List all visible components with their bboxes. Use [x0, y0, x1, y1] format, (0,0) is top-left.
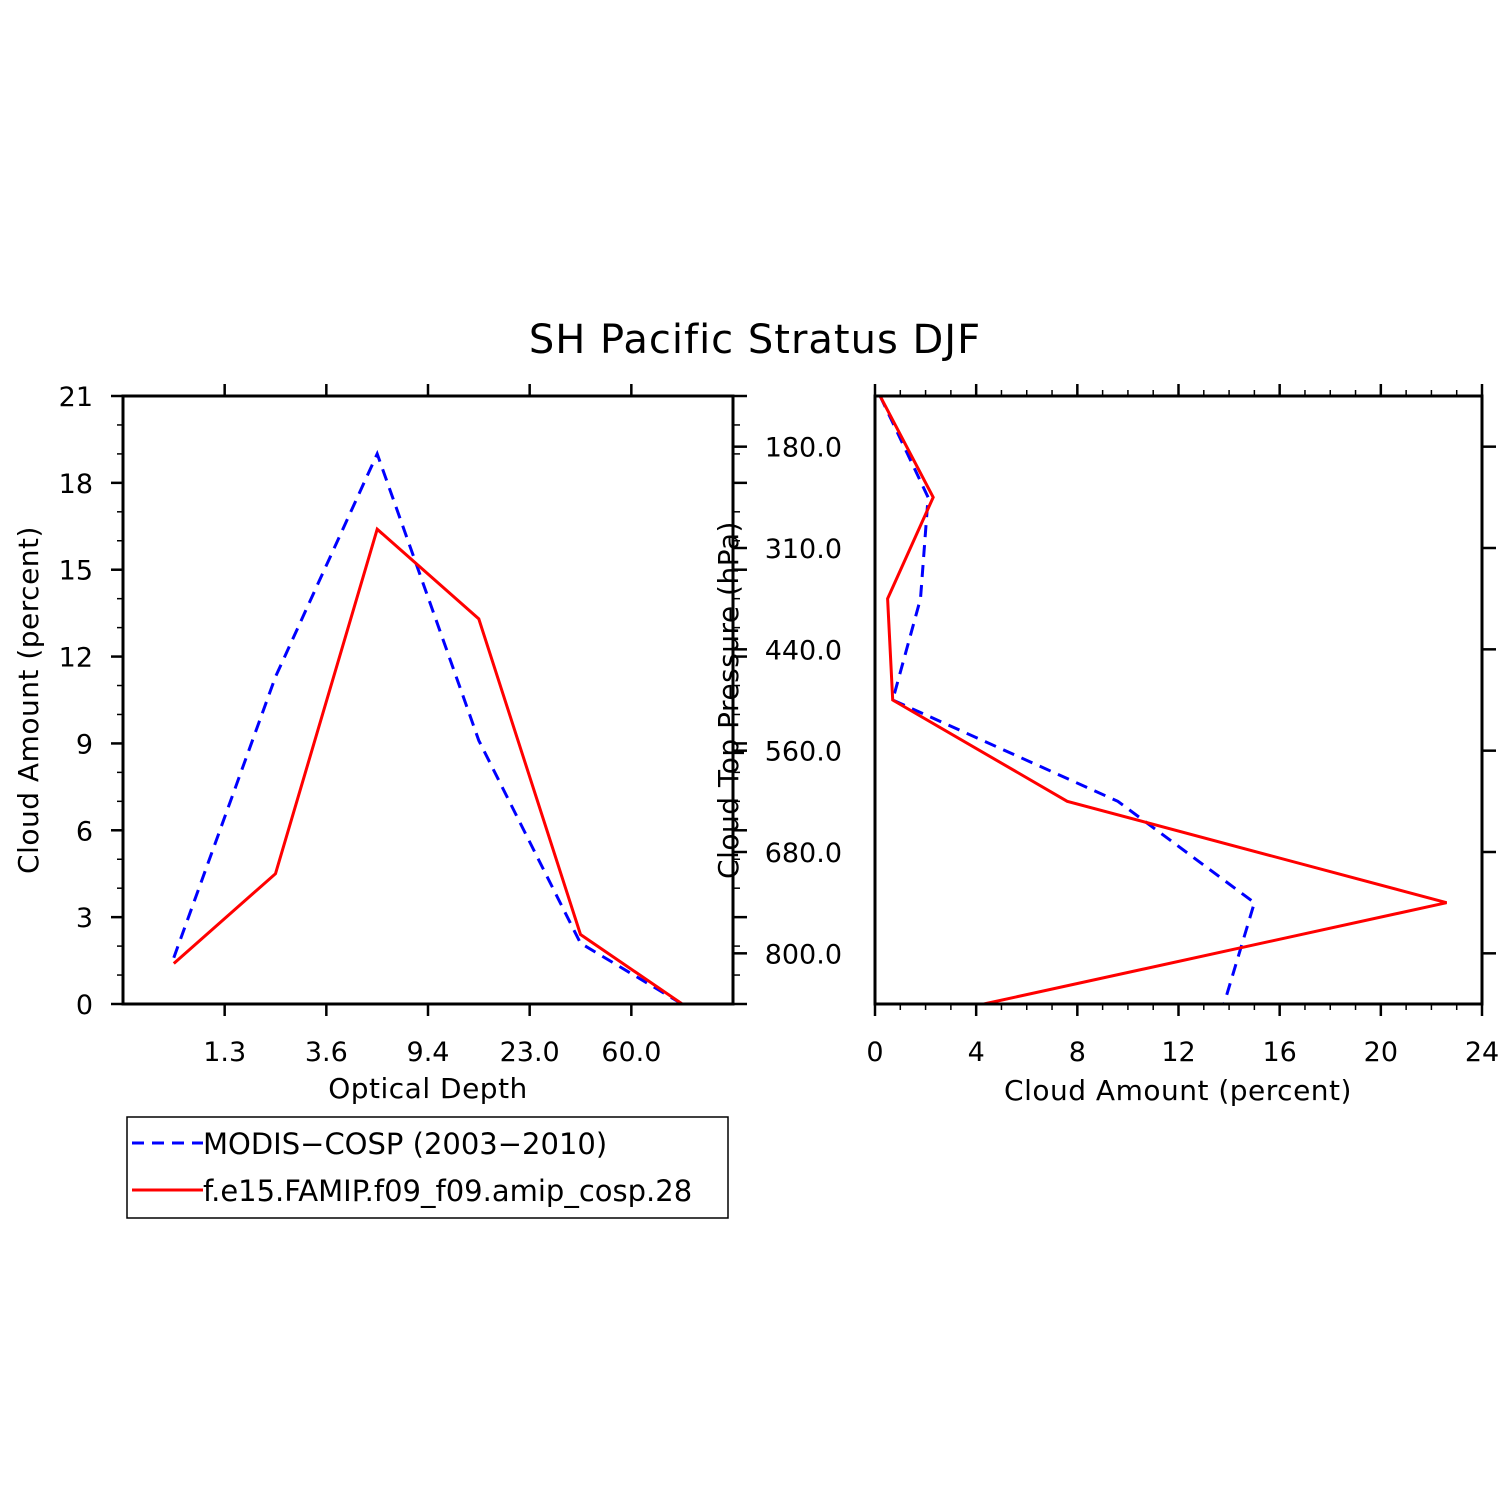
legend-box: [126, 1116, 729, 1219]
right-y-tick-label: 680.0: [765, 838, 842, 869]
left-y-tick-label: 21: [59, 382, 93, 413]
left-y-tick-label: 6: [76, 816, 93, 847]
left-x-tick-label: 23.0: [500, 1037, 560, 1068]
figure-title: SH Pacific Stratus DJF: [529, 317, 981, 363]
cloud-top-pressure-panel: 0 4 8 12 16 20 24 180.0 310.0 440.0 560.0 680.0 800.…: [712, 384, 1499, 1107]
legend: MODIS−COSP (2003−2010) f.e15.FAMIP.f09_f…: [126, 1116, 729, 1219]
left-y-tick-label: 0: [76, 990, 93, 1021]
left-y-axis-label: Cloud Amount (percent): [12, 526, 45, 874]
right-y-axis-label: Cloud Top Pressure (hPa): [712, 521, 745, 879]
right-model-series-line: [878, 395, 1447, 1006]
legend-model-label: f.e15.FAMIP.f09_f09.amip_cosp.28: [203, 1174, 692, 1208]
right-x-axis-label: Cloud Amount (percent): [1004, 1074, 1352, 1107]
left-axis-ticks: [111, 384, 747, 1016]
right-x-tick-label: 4: [968, 1037, 985, 1068]
left-obs-series-line: [172, 449, 683, 1006]
right-x-tick-label: 12: [1161, 1037, 1195, 1068]
left-tick-labels: 0 3 6 9 12 15 18 21 1.3 3.6 9.4 23.0 60.0: [59, 382, 662, 1068]
right-y-tick-label: 800.0: [765, 939, 842, 970]
right-y-tick-label: 180.0: [765, 433, 842, 464]
right-y-tick-label: 440.0: [765, 635, 842, 666]
right-y-tick-label: 560.0: [765, 737, 842, 768]
left-x-tick-label: 3.6: [305, 1037, 348, 1068]
right-x-tick-label: 0: [866, 1037, 883, 1068]
right-series-lines: [878, 395, 1447, 1006]
left-y-tick-label: 15: [59, 556, 93, 587]
left-x-tick-label: 1.3: [203, 1037, 246, 1068]
left-y-tick-label: 3: [76, 903, 93, 934]
legend-obs-label: MODIS−COSP (2003−2010): [203, 1127, 607, 1161]
left-y-tick-label: 18: [59, 469, 93, 500]
right-y-tick-label: 310.0: [765, 534, 842, 565]
left-x-axis-label: Optical Depth: [328, 1072, 528, 1105]
left-plot-frame: [121, 394, 735, 1006]
left-y-tick-label: 9: [76, 729, 93, 760]
right-plot-frame: [873, 394, 1484, 1006]
left-x-tick-label: 9.4: [407, 1037, 450, 1068]
right-tick-labels: 0 4 8 12 16 20 24 180.0 310.0 440.0 560.0 680.0 800.…: [765, 433, 1499, 1068]
right-x-tick-label: 20: [1364, 1037, 1398, 1068]
right-x-tick-label: 24: [1465, 1037, 1499, 1068]
left-y-tick-label: 12: [59, 643, 93, 674]
right-x-tick-label: 16: [1262, 1037, 1296, 1068]
right-x-tick-label: 8: [1069, 1037, 1086, 1068]
left-x-tick-label: 60.0: [601, 1037, 661, 1068]
left-model-series-line: [172, 526, 684, 1006]
optical-depth-panel: 0 3 6 9 12 15 18 21 1.3 3.6 9.4 23.0 60.0 Optical De…: [12, 382, 747, 1105]
left-series-lines: [172, 449, 684, 1006]
